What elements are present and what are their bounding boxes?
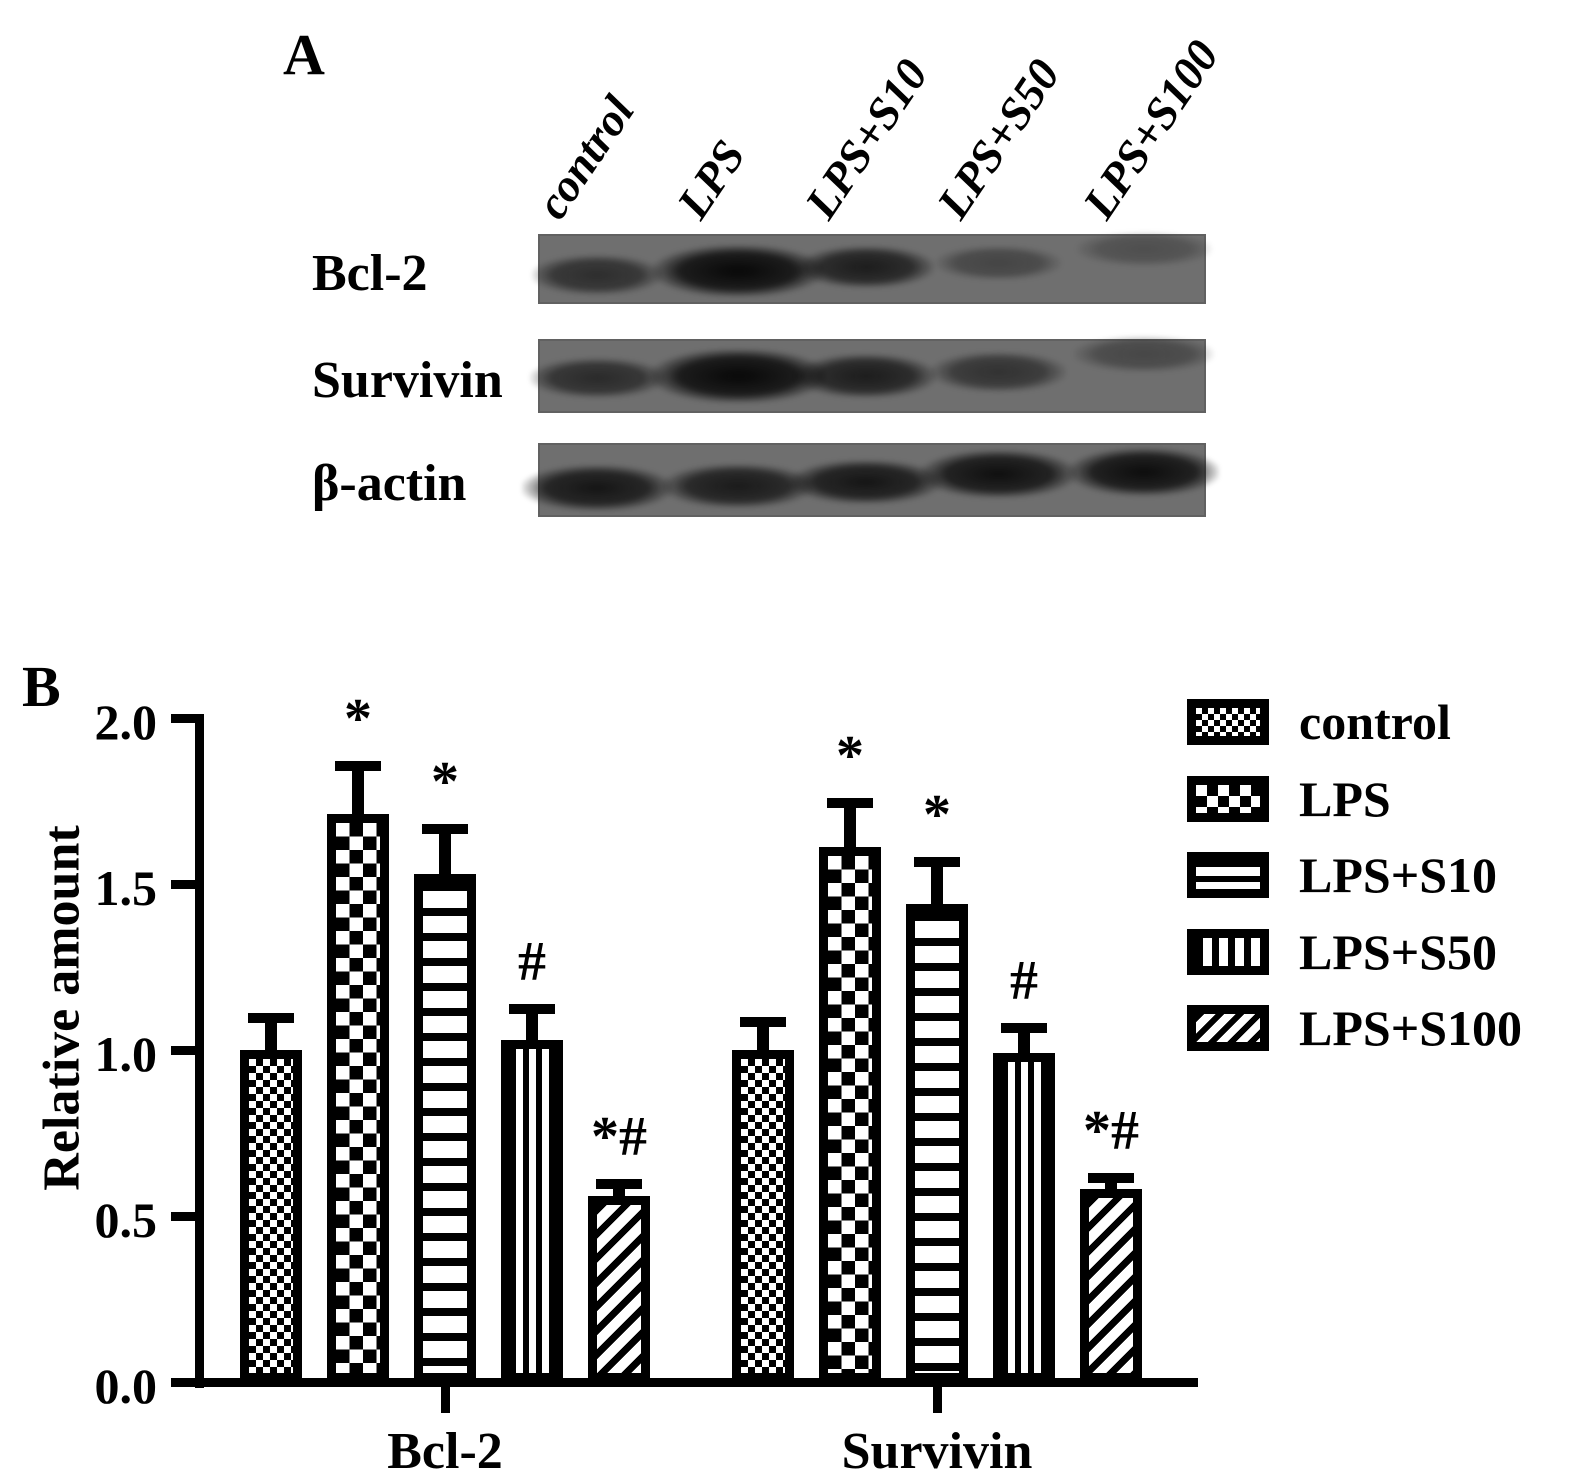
legend-row-lps: LPS	[1187, 774, 1391, 824]
blot-band	[931, 352, 1066, 392]
legend-swatch-hlines	[1187, 852, 1269, 898]
blot-strip-3	[522, 443, 1219, 517]
legend-swatch-checker-fine	[1187, 699, 1269, 745]
y-tick-0.5	[171, 1212, 195, 1221]
bar-lps-s10-survivin	[906, 904, 968, 1382]
y-tick-2.0	[171, 714, 195, 723]
error-bar-cap-lps-bcl-2	[335, 761, 381, 771]
error-bar-cap-lps-survivin	[827, 798, 873, 808]
y-tick-label-2.0: 2.0	[94, 694, 158, 750]
error-bar-cap-lps-s50-survivin	[1001, 1023, 1047, 1033]
significance-marker-lps-s50-survivin: #	[1010, 950, 1038, 1012]
x-tick-bcl-2	[441, 1387, 450, 1413]
y-tick-1.0	[171, 1046, 195, 1055]
blot-band	[530, 358, 665, 398]
significance-marker-lps-s100-survivin: *#	[1083, 1100, 1139, 1162]
y-tick-label-0.5: 0.5	[94, 1192, 158, 1248]
legend-row-lps-s50: LPS+S50	[1187, 927, 1497, 977]
blot-band	[532, 255, 662, 295]
y-tick-label-0.0: 0.0	[94, 1358, 158, 1414]
panel-b-bar-chart: 0.0 0.5 1.0 1.5 2.0 * * * * # # *# *# Bcl-2 Survivin	[0, 620, 1574, 1477]
significance-marker-lps-s10-survivin: *	[923, 784, 951, 846]
blot-band	[799, 246, 934, 288]
legend-row-lps-s10: LPS+S10	[1187, 850, 1497, 900]
blot-strip-1	[532, 232, 1212, 304]
significance-marker-lps-s50-bcl-2: #	[518, 931, 546, 993]
legend-row-control: control	[1187, 697, 1451, 747]
blot-band	[936, 246, 1061, 280]
y-tick-label-1.0: 1.0	[94, 1026, 158, 1082]
legend-label-lps-s10: LPS+S10	[1299, 847, 1497, 903]
legend-label-lps-s100: LPS+S100	[1299, 1000, 1522, 1056]
bar-lps-survivin	[819, 847, 881, 1382]
bar-lps-s50-bcl-2	[501, 1040, 563, 1382]
blot-band	[522, 465, 672, 511]
error-bar-cap-lps-s10-bcl-2	[422, 824, 468, 834]
legend-label-lps: LPS	[1299, 771, 1391, 827]
error-bar-cap-control-bcl-2	[248, 1013, 294, 1023]
blot-band	[653, 245, 823, 297]
blot-band	[796, 354, 936, 398]
x-tick-label-survivin: Survivin	[841, 1423, 1033, 1477]
x-axis-line	[195, 1378, 1198, 1387]
blot-band	[791, 460, 941, 504]
error-bar-stem-lps-bcl-2	[352, 761, 364, 828]
significance-marker-lps-bcl-2: *	[344, 688, 372, 750]
blot-strip-2	[530, 336, 1214, 413]
blot-band	[1069, 448, 1219, 496]
blot-row-label-2: Survivin	[312, 352, 503, 409]
y-tick-0.0	[171, 1378, 195, 1387]
significance-marker-lps-s10-bcl-2: *	[431, 751, 459, 813]
error-bar-stem-lps-s10-bcl-2	[439, 824, 451, 888]
error-bar-stem-lps-survivin	[844, 798, 856, 861]
bar-lps-s10-bcl-2	[414, 874, 476, 1382]
error-bar-cap-lps-s50-bcl-2	[509, 1004, 555, 1014]
blot-band	[1074, 336, 1214, 372]
bar-lps-bcl-2	[327, 814, 389, 1382]
y-tick-label-1.5: 1.5	[94, 860, 158, 916]
legend-swatch-checker-coarse	[1187, 776, 1269, 822]
legend-swatch-diag	[1187, 1005, 1269, 1051]
blot-band	[1077, 232, 1212, 266]
blot-row-label-3: β-actin	[312, 455, 467, 512]
y-tick-1.5	[171, 880, 195, 889]
error-bar-cap-lps-s100-survivin	[1088, 1173, 1134, 1183]
blot-band	[921, 450, 1076, 498]
blot-row-label-1: Bcl-2	[312, 245, 428, 302]
error-bar-stem-lps-s10-survivin	[931, 857, 943, 918]
bar-control-survivin	[732, 1050, 794, 1382]
legend-swatch-vlines	[1187, 929, 1269, 975]
error-bar-cap-control-survivin	[740, 1017, 786, 1027]
significance-marker-lps-s100-bcl-2: *#	[591, 1106, 647, 1168]
panel-a-label: A	[283, 22, 325, 87]
legend-label-control: control	[1299, 694, 1451, 750]
bar-lps-s50-survivin	[993, 1053, 1055, 1382]
legend-row-lps-s100: LPS+S100	[1187, 1003, 1522, 1053]
panel-b-label: B	[22, 654, 61, 719]
panel-a-western-blot: control LPS LPS+S10 LPS+S50 LPS+S100 Bcl-2 Sur…	[0, 0, 1574, 620]
x-tick-label-bcl-2: Bcl-2	[387, 1423, 503, 1477]
x-tick-survivin	[933, 1387, 942, 1413]
bar-lps-s100-bcl-2	[588, 1196, 650, 1382]
significance-marker-lps-survivin: *	[836, 725, 864, 787]
blot-band	[663, 464, 813, 508]
y-axis-line	[195, 714, 204, 1388]
error-bar-cap-lps-s100-bcl-2	[596, 1179, 642, 1189]
error-bar-cap-lps-s10-survivin	[914, 857, 960, 867]
legend-label-lps-s50: LPS+S50	[1299, 924, 1497, 980]
bar-lps-s100-survivin	[1080, 1189, 1142, 1382]
bar-control-bcl-2	[240, 1050, 302, 1382]
